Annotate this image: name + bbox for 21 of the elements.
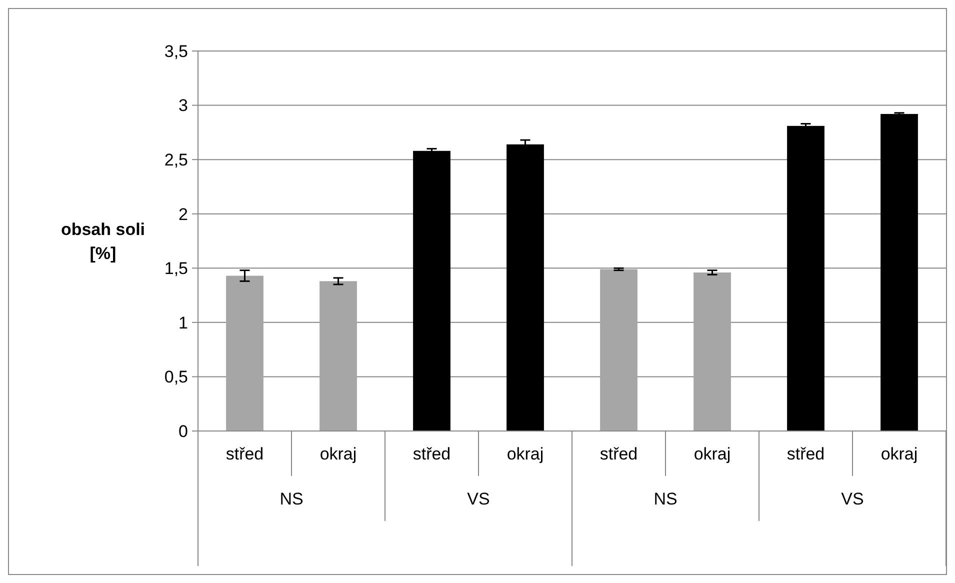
y-tick-label: 1 <box>178 313 188 332</box>
x-tick-label: okraj <box>880 444 918 464</box>
y-tick-label: 0 <box>178 422 188 441</box>
text: VS <box>841 489 864 508</box>
y-tick-label: 2 <box>178 204 188 224</box>
y-tick-label: 2,5 <box>164 150 188 170</box>
x-tick-label: střed <box>600 444 638 464</box>
y-tick-label: 3,5 <box>164 42 188 61</box>
text: NS <box>654 489 678 508</box>
x-tick-label: střed <box>226 444 264 464</box>
y-tick-label: 0,5 <box>164 368 188 387</box>
x-tick-label: okraj <box>506 444 544 464</box>
y-tick-label: 3 <box>178 96 188 116</box>
x-tick-label: okraj <box>320 444 357 464</box>
x-tick-label: střed <box>786 444 825 464</box>
y-axis-title: obsah soli [%] <box>60 220 146 263</box>
x-tick-label: střed <box>412 444 451 464</box>
text: VS <box>467 489 490 508</box>
x-tick-label: okraj <box>694 444 731 464</box>
y-tick-label: 1,5 <box>164 259 188 278</box>
text: NS <box>280 489 304 508</box>
